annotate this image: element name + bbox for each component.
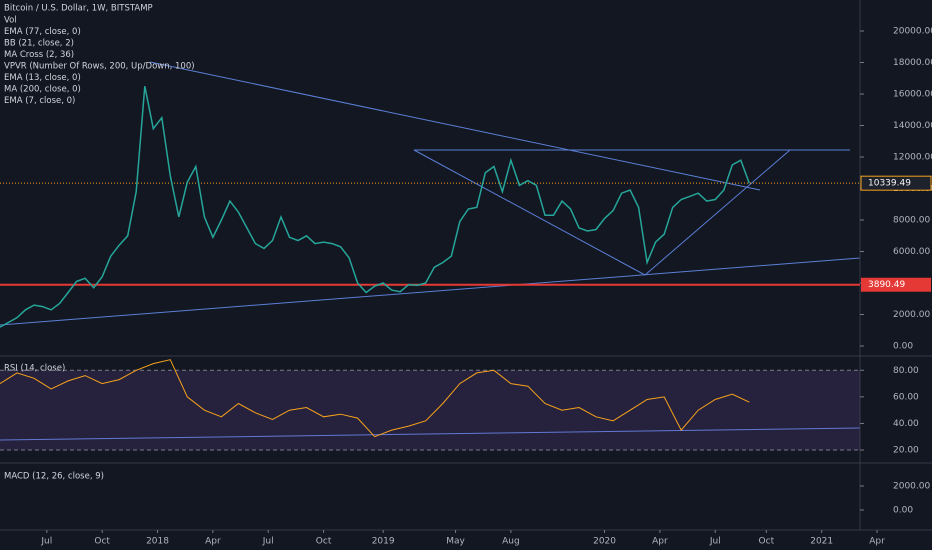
x-tick-label: Apr	[205, 537, 221, 547]
x-tick-label: 2018	[146, 537, 169, 547]
indicator-label: VPVR (Number Of Rows, 200, Up/Down, 100)	[4, 62, 195, 72]
x-tick-label: Jul	[262, 537, 274, 547]
x-tick-label: Oct	[316, 537, 332, 547]
y-tick-label: 18000.00	[893, 58, 932, 68]
x-tick-label: Apr	[652, 537, 668, 547]
x-tick-label: Oct	[759, 537, 775, 547]
y-tick-label: 8000.00	[893, 216, 930, 226]
y-tick-label: 0.00	[893, 506, 913, 516]
x-tick-label: Jul	[40, 537, 52, 547]
y-tick-label: 60.00	[893, 392, 919, 402]
indicator-label: Vol	[4, 16, 17, 26]
y-tick-label: 20.00	[893, 446, 919, 456]
y-tick-label: 0.00	[893, 342, 913, 352]
y-tick-label: 80.00	[893, 366, 919, 376]
x-tick-label: 2020	[593, 537, 616, 547]
price-label-box	[860, 175, 932, 191]
indicator-label: MA Cross (2, 36)	[4, 50, 74, 60]
y-tick-label: 14000.00	[893, 121, 932, 131]
y-tick-label: 2000.00	[893, 482, 930, 492]
price-label: 10339.49	[868, 179, 911, 189]
price-line-series	[0, 86, 751, 328]
y-tick-label: 20000.00	[893, 27, 932, 37]
rsi-band	[0, 370, 860, 451]
price-label-box	[861, 277, 931, 292]
price-line-series	[0, 359, 750, 438]
indicator-label: EMA (13, close, 0)	[4, 73, 81, 83]
drawings	[0, 61, 861, 441]
pane-title: RSI (14, close)	[4, 364, 65, 374]
y-tick-label: 6000.00	[893, 247, 930, 257]
pane-title: MACD (12, 26, close, 9)	[4, 472, 104, 482]
indicator-label: BB (21, close, 2)	[4, 39, 74, 49]
x-tick-label: Apr	[869, 537, 885, 547]
x-tick-label: 2021	[810, 537, 833, 547]
y-tick-label: 2000.00	[893, 310, 930, 320]
indicator-label: MA (200, close, 0)	[4, 85, 81, 95]
y-tick-label: 12000.00	[893, 153, 932, 163]
x-tick-label: May	[446, 537, 465, 547]
x-tick-label: 2019	[372, 537, 395, 547]
indicator-label: EMA (7, close, 0)	[4, 96, 75, 106]
indicator-label: EMA (77, close, 0)	[4, 27, 81, 37]
y-tick-label: 40.00	[893, 419, 919, 429]
chart-title: Bitcoin / U.S. Dollar, 1W, BITSTAMP	[4, 4, 153, 14]
x-tick-label: Jul	[709, 537, 721, 547]
x-tick-label: Aug	[502, 537, 520, 547]
x-tick-label: Oct	[94, 537, 110, 547]
price-label: 3890.49	[868, 280, 905, 290]
y-tick-label: 16000.00	[893, 90, 932, 100]
